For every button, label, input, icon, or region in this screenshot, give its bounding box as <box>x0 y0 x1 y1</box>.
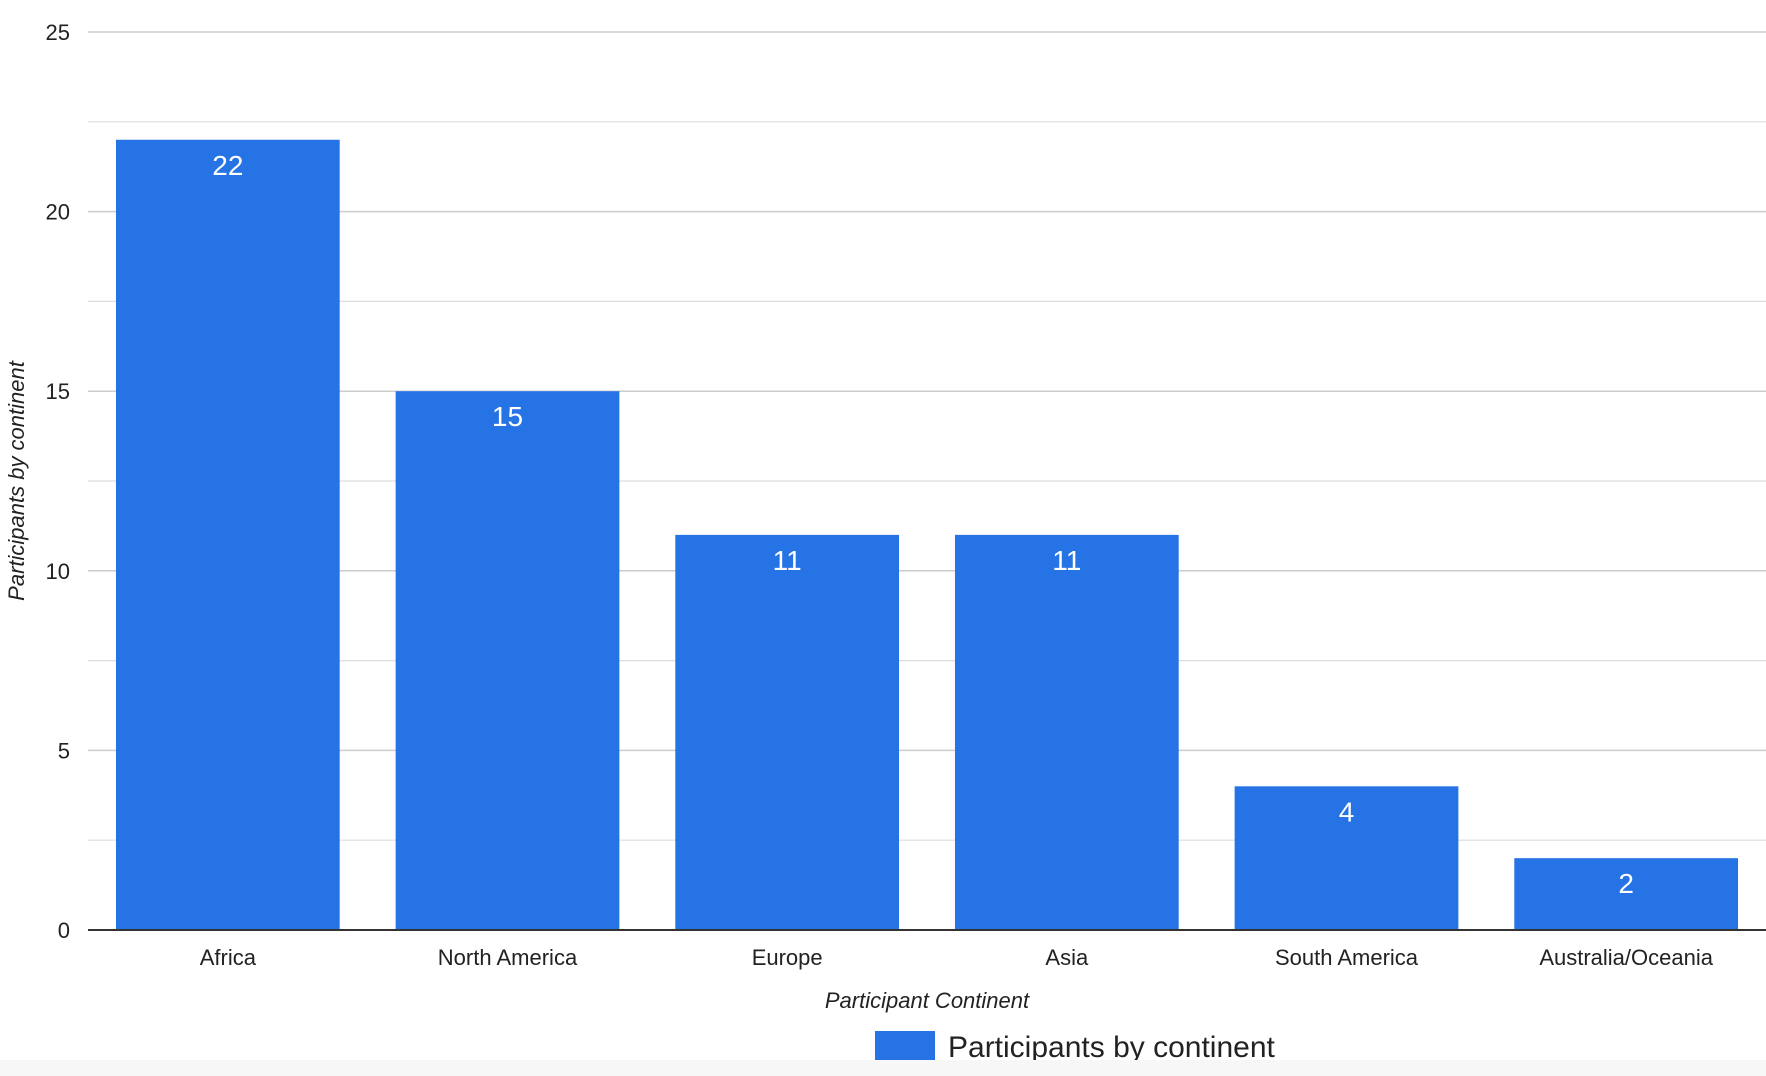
x-axis-ticks: Africa North America Europe Asia South Ameri… <box>200 945 1714 970</box>
legend-swatch <box>875 1031 935 1061</box>
bar <box>1514 858 1739 930</box>
x-axis-title: Participant Continent <box>825 988 1030 1013</box>
legend-label: Participants by continent <box>948 1031 1276 1064</box>
y-axis-title: Participants by continent <box>4 360 29 601</box>
y-tick-label: 20 <box>46 200 70 225</box>
data-label: 11 <box>1052 545 1081 576</box>
bars <box>115 139 1739 930</box>
data-labels: 22 15 11 11 4 2 <box>212 150 1634 899</box>
gridlines <box>88 31 1766 841</box>
data-label: 15 <box>492 401 523 432</box>
y-tick-label: 0 <box>58 918 70 943</box>
data-label: 11 <box>773 545 802 576</box>
x-tick-label: Africa <box>200 945 257 970</box>
bar <box>675 534 900 930</box>
bottom-shade <box>0 1060 1766 1076</box>
bar <box>954 534 1179 930</box>
y-tick-label: 5 <box>58 738 70 763</box>
x-tick-label: Australia/Oceania <box>1539 945 1713 970</box>
legend: Participants by continent <box>875 1031 1276 1064</box>
y-tick-label: 15 <box>46 379 70 404</box>
data-label: 2 <box>1618 868 1634 899</box>
x-tick-label: Asia <box>1045 945 1089 970</box>
bar <box>395 391 620 930</box>
x-tick-label: Europe <box>752 945 823 970</box>
bar <box>115 139 340 930</box>
y-tick-label: 25 <box>46 20 70 45</box>
x-tick-label: South America <box>1275 945 1419 970</box>
data-label: 4 <box>1339 796 1355 827</box>
y-tick-label: 10 <box>46 559 70 584</box>
bar <box>1234 786 1459 930</box>
y-axis-ticks: 0 5 10 15 20 25 <box>46 20 70 943</box>
data-label: 22 <box>212 150 243 181</box>
x-tick-label: North America <box>438 945 578 970</box>
